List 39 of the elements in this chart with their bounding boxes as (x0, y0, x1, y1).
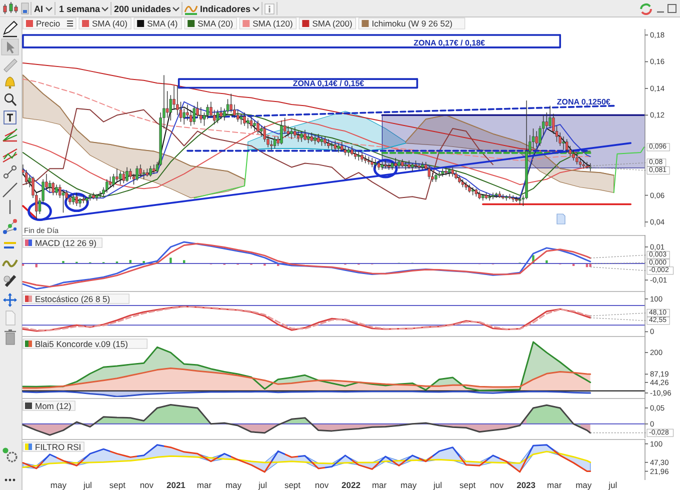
x-tick-label: may (50, 480, 68, 490)
annotation: ZONA 0,1250€ (556, 98, 611, 107)
x-tick-label: mar (547, 480, 562, 490)
x-tick-label: may (400, 480, 418, 490)
text: AI (34, 4, 43, 14)
legend-label: SMA (40) (92, 18, 128, 28)
x-tick-label: sept (460, 480, 476, 490)
x-tick-label: nov (490, 480, 504, 490)
x-tick-label: jul (432, 480, 442, 490)
x-tick-label: nov (140, 480, 154, 490)
chart-title: Mom (12) (35, 400, 72, 411)
chart-title: Blai5 Koncorde v.09 (15) (35, 338, 128, 349)
x-tick-label: may (225, 480, 242, 490)
annotation: ZONA 0,14€ / 0,15€ (292, 78, 365, 88)
x-tick-label: nov (314, 480, 330, 490)
x-tick-label: jul (258, 480, 268, 490)
text: 200 unidades (114, 4, 172, 14)
x-tick-label: jul (608, 480, 618, 490)
x-tick-label: mar (372, 480, 387, 490)
legend-label: Precio (36, 18, 60, 28)
text: 1 semana (59, 4, 102, 14)
text: Indicadores (200, 4, 251, 14)
x-tick-label: may (576, 480, 592, 490)
legend-label: Ichimoku (W 9 26 52) (372, 18, 453, 28)
legend-label: SMA (20) (198, 18, 234, 28)
chart-title: FILTRO RSI (35, 442, 82, 452)
legend-label: SMA (120) (252, 18, 293, 28)
annotation: ZONA 0,17€ / 0,18€ (414, 38, 486, 48)
x-tick-label: mar (196, 480, 212, 490)
legend-label: SMA (4) (147, 18, 178, 28)
x-tick-label: 2023 (516, 480, 536, 490)
legend-label: SMA (200) (312, 18, 353, 28)
x-tick-label: 2022 (342, 480, 361, 490)
x-tick-label: sept (284, 480, 302, 490)
chart-title: MACD (12 26 9) (35, 238, 97, 248)
x-tick-label: jul (82, 480, 92, 490)
x-tick-label: sept (109, 480, 126, 490)
x-tick-label: 2021 (166, 480, 186, 490)
chart-title: Estocástico (26 8 5) (35, 294, 110, 304)
